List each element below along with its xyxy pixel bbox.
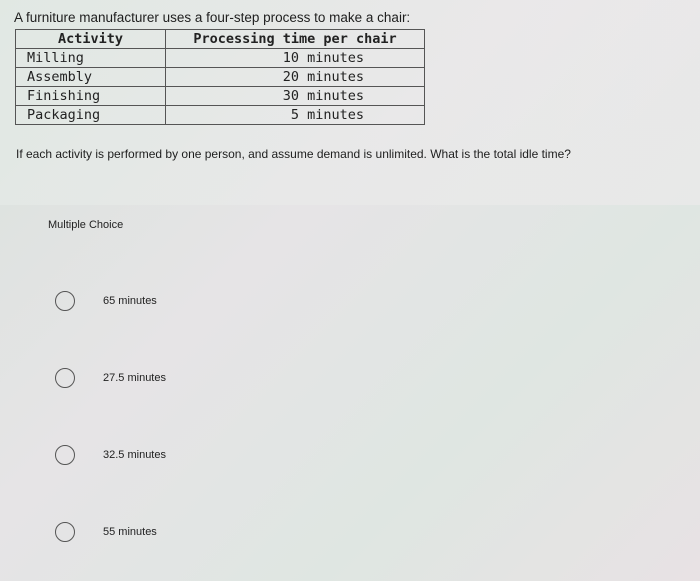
multiple-choice-label: Multiple Choice bbox=[48, 219, 124, 231]
table-row: Packaging 5 minutes bbox=[15, 105, 425, 125]
question-text: If each activity is performed by one per… bbox=[16, 147, 571, 161]
activity-cell: Milling bbox=[15, 48, 166, 68]
activity-cell: Finishing bbox=[15, 86, 166, 106]
radio-button[interactable] bbox=[55, 522, 75, 542]
table-row: Assembly 20 minutes bbox=[15, 67, 425, 87]
radio-button[interactable] bbox=[55, 445, 75, 465]
answer-option-3[interactable]: 32.5 minutes bbox=[55, 445, 166, 465]
activity-cell: Packaging bbox=[15, 105, 166, 125]
option-label: 27.5 minutes bbox=[103, 372, 166, 384]
time-cell: 30 minutes bbox=[165, 86, 425, 106]
answer-option-2[interactable]: 27.5 minutes bbox=[55, 368, 166, 388]
option-label: 55 minutes bbox=[103, 526, 157, 538]
radio-button[interactable] bbox=[55, 291, 75, 311]
activity-table: Activity Processing time per chair Milli… bbox=[15, 29, 425, 125]
time-cell: 5 minutes bbox=[165, 105, 425, 125]
time-cell: 20 minutes bbox=[165, 67, 425, 87]
option-label: 65 minutes bbox=[103, 295, 157, 307]
table-header-row: Activity Processing time per chair bbox=[15, 29, 425, 49]
column-header-time: Processing time per chair bbox=[165, 29, 425, 49]
answer-option-4[interactable]: 55 minutes bbox=[55, 522, 157, 542]
question-intro: A furniture manufacturer uses a four-ste… bbox=[14, 10, 411, 25]
activity-cell: Assembly bbox=[15, 67, 166, 87]
time-cell: 10 minutes bbox=[165, 48, 425, 68]
answer-option-1[interactable]: 65 minutes bbox=[55, 291, 157, 311]
radio-button[interactable] bbox=[55, 368, 75, 388]
option-label: 32.5 minutes bbox=[103, 449, 166, 461]
table-row: Milling 10 minutes bbox=[15, 48, 425, 68]
table-row: Finishing 30 minutes bbox=[15, 86, 425, 106]
column-header-activity: Activity bbox=[15, 29, 166, 49]
